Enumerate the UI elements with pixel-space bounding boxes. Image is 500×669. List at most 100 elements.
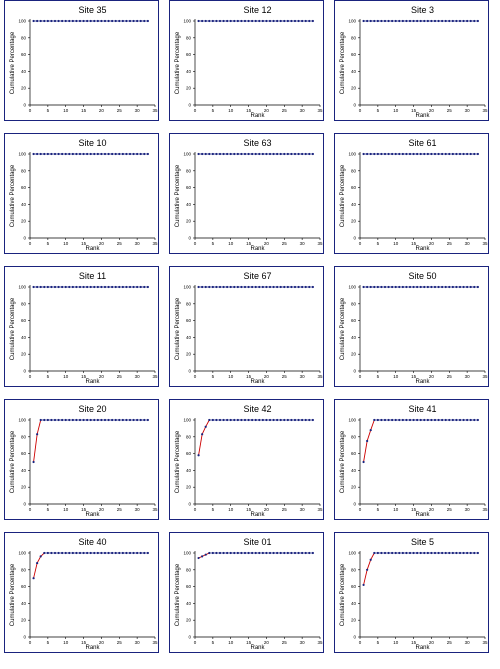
data-point [297, 19, 300, 23]
data-point [143, 152, 146, 156]
x-tick-label: 20 [99, 640, 105, 645]
y-tick-label: 0 [353, 502, 356, 507]
x-tick-label: 20 [429, 374, 435, 379]
data-point [75, 418, 78, 422]
data-point [391, 551, 394, 555]
data-point [297, 285, 300, 289]
data-point [458, 19, 462, 23]
x-tick-label: 30 [135, 507, 141, 512]
data-point [143, 551, 146, 555]
y-tick-label: 60 [351, 318, 357, 323]
data-point [455, 19, 458, 23]
x-tick-label: 25 [447, 507, 453, 512]
data-point [233, 19, 236, 23]
data-point [301, 418, 304, 422]
data-point [39, 19, 42, 23]
x-axis-label: Rank [250, 645, 265, 651]
data-point [71, 152, 74, 156]
x-tick-label: 0 [194, 374, 197, 379]
y-tick-label: 80 [351, 35, 357, 40]
data-point [68, 551, 71, 555]
y-tick-label: 40 [186, 468, 192, 473]
y-tick-label: 100 [348, 152, 356, 157]
data-point [71, 285, 74, 289]
data-point [441, 418, 444, 422]
data-point [211, 152, 214, 156]
data-point [272, 285, 275, 289]
data-point [272, 551, 275, 555]
data-point [236, 418, 239, 422]
x-tick-label: 20 [429, 507, 435, 512]
chart-svg: Site 11 0 20 40 60 80 100 0 5 10 15 20 25 30 35 Rank Cum… [10, 271, 158, 385]
chart-panel: Site 61 0 20 40 60 80 100 0 5 10 15 20 25 30 35 Rank Cum… [334, 133, 489, 254]
x-tick-label: 0 [359, 640, 362, 645]
data-point [401, 551, 404, 555]
data-point [254, 418, 257, 422]
data-point [61, 551, 64, 555]
y-tick-label: 100 [18, 418, 26, 423]
data-point [261, 152, 264, 156]
y-tick-label: 100 [18, 152, 26, 157]
data-point [376, 285, 379, 289]
data-point [301, 551, 304, 555]
y-tick-label: 0 [188, 103, 191, 108]
data-point [50, 152, 53, 156]
x-tick-label: 25 [117, 507, 123, 512]
data-point [243, 551, 247, 555]
data-point [276, 551, 279, 555]
data-point [197, 556, 200, 560]
data-point [394, 418, 397, 422]
data-point [254, 152, 257, 156]
data-point [261, 19, 264, 23]
data-point [39, 555, 42, 558]
chart-panel: Site 63 0 20 40 60 80 100 0 5 10 15 20 25 30 35 Rank Cum… [169, 133, 324, 254]
x-tick-label: 30 [300, 108, 306, 113]
data-point [39, 152, 42, 156]
data-point [433, 19, 437, 23]
y-tick-label: 0 [353, 369, 356, 374]
y-tick-label: 20 [351, 618, 357, 623]
data-point [283, 418, 286, 422]
data-point [416, 285, 419, 289]
data-point [215, 285, 218, 289]
x-axis-label: Rank [415, 512, 430, 518]
data-point [455, 418, 458, 422]
y-tick-label: 0 [353, 236, 356, 241]
data-point [376, 418, 379, 422]
x-tick-label: 15 [411, 640, 417, 645]
x-tick-label: 5 [212, 374, 215, 379]
data-point [211, 418, 214, 422]
data-point [423, 418, 426, 422]
data-point [293, 19, 297, 23]
data-point [430, 285, 433, 289]
x-tick-label: 30 [300, 241, 306, 246]
data-point [64, 551, 67, 555]
data-point [423, 285, 426, 289]
y-tick-label: 40 [186, 335, 192, 340]
data-point [451, 418, 454, 422]
data-point [211, 19, 214, 23]
x-tick-label: 35 [152, 241, 158, 246]
x-tick-label: 0 [359, 507, 362, 512]
data-point [103, 152, 107, 156]
x-tick-label: 20 [429, 640, 435, 645]
data-point [100, 285, 103, 289]
x-tick-label: 0 [194, 241, 197, 246]
x-tick-label: 35 [482, 374, 488, 379]
data-point [416, 551, 419, 555]
data-point [82, 152, 85, 156]
data-point [276, 152, 279, 156]
data-point [53, 551, 57, 555]
y-tick-label: 0 [23, 103, 26, 108]
y-tick-label: 100 [18, 551, 26, 556]
data-point [46, 19, 49, 23]
y-tick-label: 40 [21, 601, 27, 606]
data-point [272, 19, 275, 23]
data-point [75, 19, 78, 23]
x-tick-label: 5 [377, 108, 380, 113]
x-tick-label: 15 [246, 640, 252, 645]
data-point [93, 19, 96, 23]
data-point [139, 285, 142, 289]
data-point [107, 19, 110, 23]
data-point [426, 19, 429, 23]
